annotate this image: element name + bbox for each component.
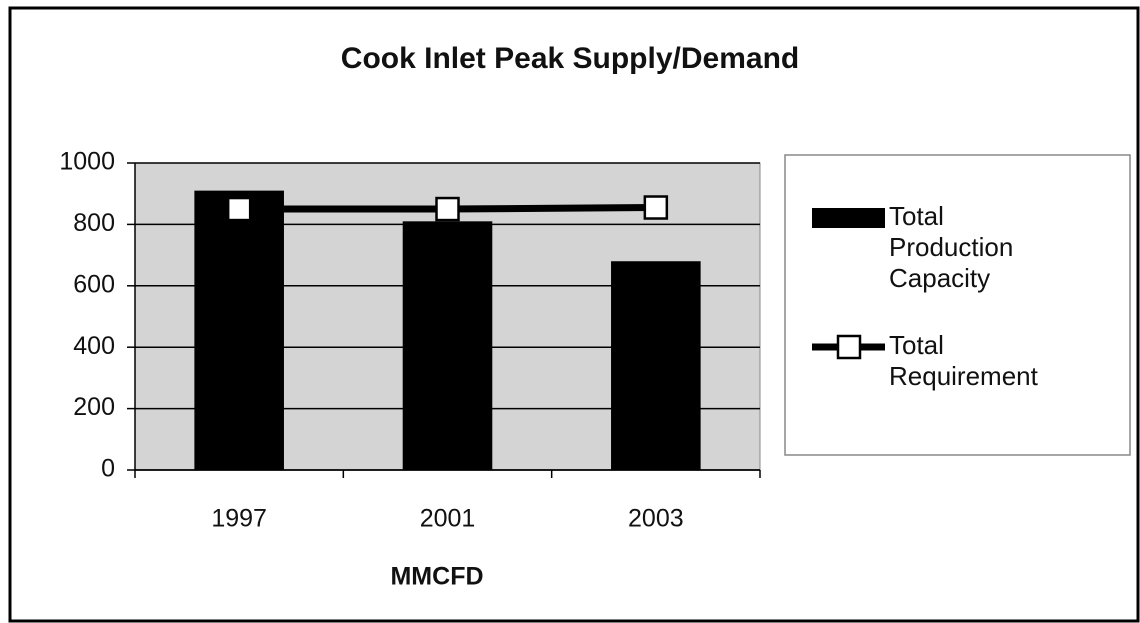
bar (402, 221, 493, 470)
x-tick-label: 2001 (420, 505, 476, 533)
marker (435, 196, 460, 222)
x-tick-label: 1997 (211, 505, 267, 533)
y-tick-label: 0 (101, 455, 115, 483)
y-tick-label: 600 (73, 270, 115, 298)
chart-title: Cook Inlet Peak Supply/Demand (341, 42, 799, 75)
bar (611, 261, 701, 470)
x-tick-label: 2003 (628, 505, 684, 533)
y-tick-label: 800 (73, 209, 115, 237)
legend-box (784, 154, 1131, 456)
legend-label: Total Requirement (889, 330, 1038, 391)
y-tick-label: 1000 (59, 148, 115, 176)
legend-label: Total Production Capacity (889, 201, 1014, 293)
x-axis-label: MMCFD (390, 563, 483, 591)
legend-item: Total Requirement (889, 330, 1038, 391)
legend-swatch (812, 208, 885, 228)
marker (226, 196, 252, 222)
bar (194, 190, 284, 470)
legend-item: Total Production Capacity (889, 201, 1014, 293)
marker (643, 195, 669, 220)
y-tick-label: 200 (73, 393, 115, 421)
y-tick-label: 400 (73, 332, 115, 360)
legend-swatch (836, 334, 862, 360)
